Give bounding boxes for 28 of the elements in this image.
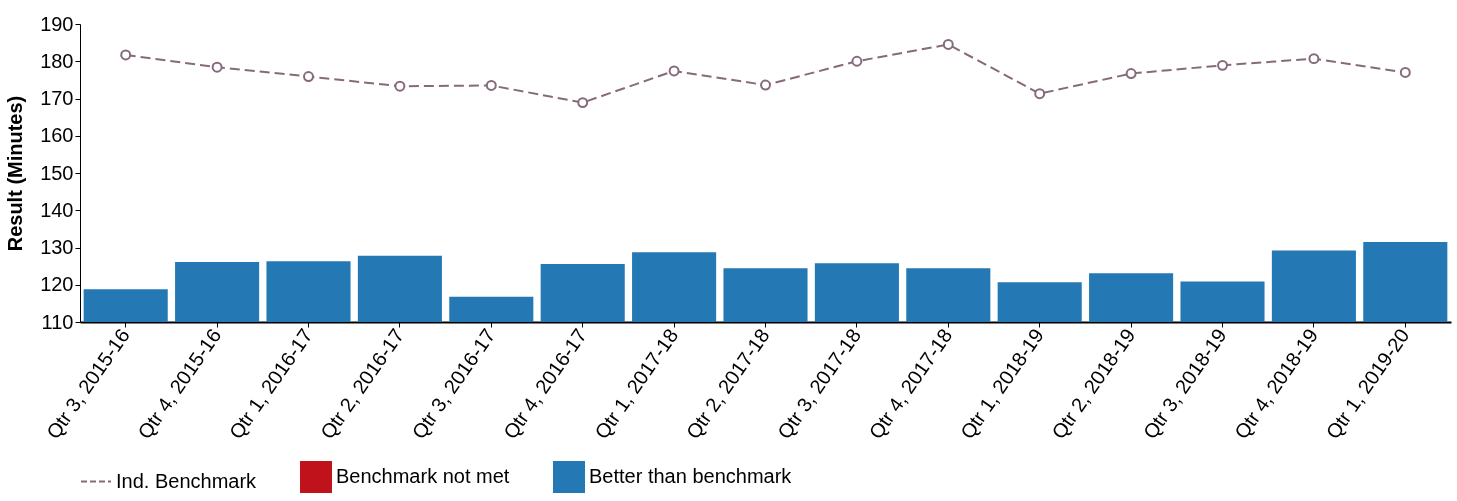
y-tick-label: 160	[40, 124, 74, 147]
y-tick-label: 150	[40, 161, 74, 184]
y-tick-label: 110	[41, 310, 74, 333]
point	[1217, 59, 1228, 71]
point	[760, 79, 771, 91]
y-tick-label: 190	[40, 12, 74, 35]
point	[485, 80, 497, 91]
point	[1399, 66, 1411, 78]
y-tick-label: 130	[40, 236, 74, 258]
y-tick-label: 170	[40, 87, 74, 109]
legend-label: Benchmark not met	[336, 465, 510, 487]
point	[577, 97, 589, 109]
point	[851, 55, 863, 67]
point	[1034, 88, 1046, 100]
point	[211, 61, 223, 73]
y-axis-title: Result (Minutes)	[4, 95, 27, 252]
y-tick-label: 140	[40, 198, 74, 221]
point	[303, 71, 314, 82]
y-tick-label: 180	[40, 49, 74, 72]
legend-label: Better than benchmark	[589, 465, 793, 487]
point	[1125, 68, 1137, 80]
point	[942, 39, 954, 50]
legend-label: Ind. Benchmark	[116, 469, 258, 492]
y-tick-label: 120	[40, 273, 74, 296]
point	[1308, 53, 1320, 65]
point	[120, 49, 132, 61]
point	[394, 80, 406, 92]
point	[668, 65, 680, 77]
